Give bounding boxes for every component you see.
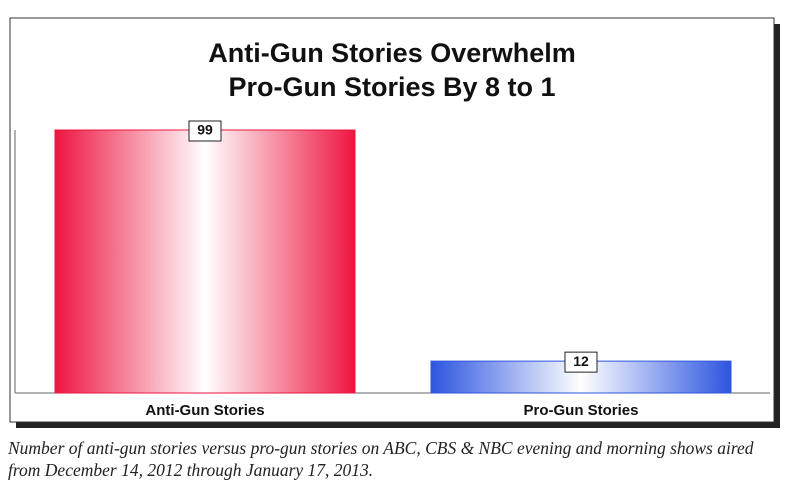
value-label-box — [564, 351, 598, 373]
x-tick-label: Pro-Gun Stories — [523, 402, 638, 419]
value-label-box — [188, 120, 222, 142]
caption: Number of anti-gun stories versus pro-gu… — [8, 438, 754, 480]
chart: Anti-Gun Stories Overwhelm Pro-Gun Stori… — [9, 17, 780, 428]
bar — [54, 129, 356, 394]
x-tick-label: Anti-Gun Stories — [145, 402, 264, 419]
value-label: 99 — [197, 122, 213, 138]
chart-title: Pro-Gun Stories By 8 to 1 — [228, 72, 555, 102]
chart-title: Anti-Gun Stories Overwhelm — [208, 38, 576, 68]
value-label: 12 — [573, 353, 589, 369]
